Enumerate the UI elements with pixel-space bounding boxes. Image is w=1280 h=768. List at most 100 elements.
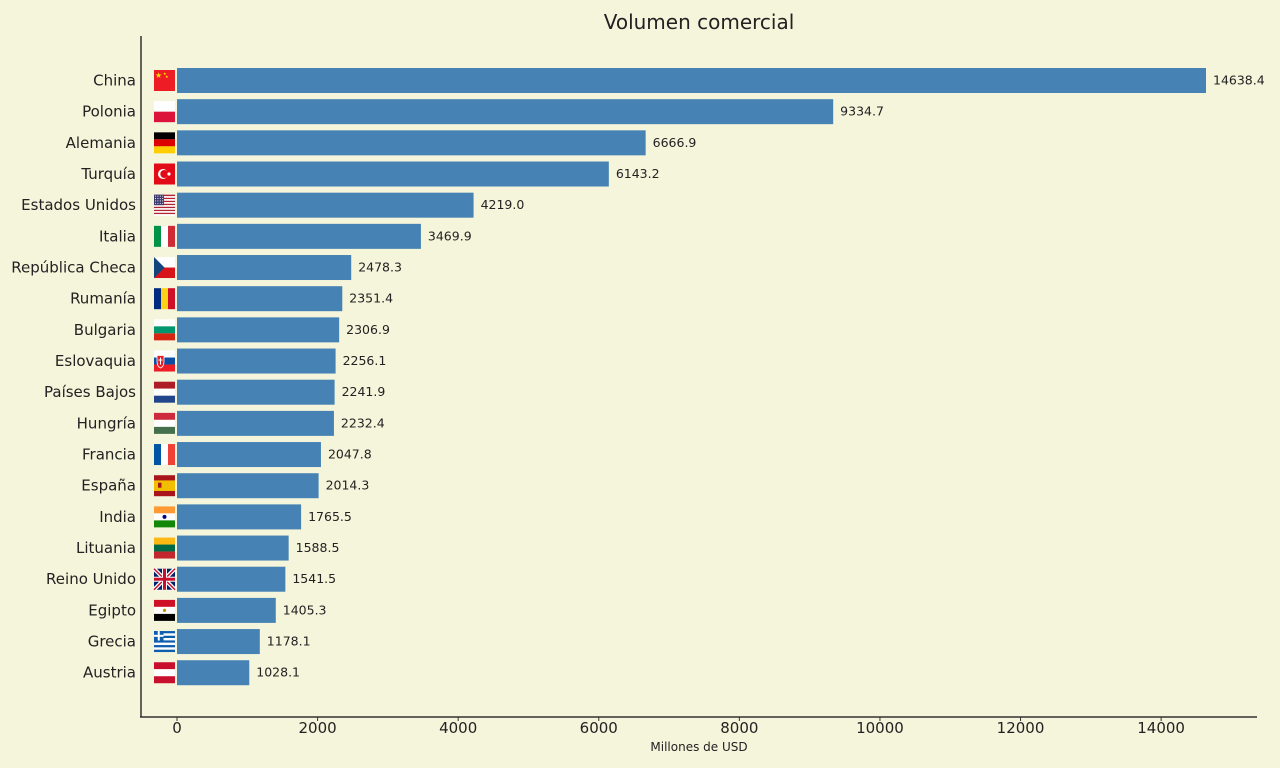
category-label: Reino Unido — [46, 570, 136, 588]
flag-egypt-icon — [154, 599, 175, 621]
value-label: 6143.2 — [616, 166, 660, 181]
category-label: Alemania — [66, 134, 136, 152]
flag-turkey-icon — [154, 163, 175, 185]
value-label: 2306.9 — [346, 322, 390, 337]
value-label: 1765.5 — [308, 509, 352, 524]
value-label: 2351.4 — [349, 291, 393, 306]
value-label: 2232.4 — [341, 415, 385, 430]
x-tick-labels: 0 2000 4000 6000 8000 10000 12000 14000 — [172, 717, 1185, 737]
bar — [177, 192, 474, 218]
value-label: 6666.9 — [653, 135, 697, 150]
category-label: República Checa — [11, 259, 136, 277]
flag-hungary-icon — [154, 412, 175, 434]
flag-china-icon: ★ ★★ — [154, 70, 175, 91]
flag-germany-icon — [154, 132, 175, 154]
category-label: Francia — [82, 446, 136, 464]
bars-layer — [177, 68, 1206, 686]
x-axis-label: Millones de USD — [650, 740, 747, 754]
x-tick-label: 12000 — [997, 719, 1045, 737]
value-label: 1178.1 — [267, 634, 311, 649]
flag-uk-icon — [152, 567, 177, 592]
flag-india-icon — [154, 506, 175, 528]
category-label: China — [93, 72, 136, 90]
value-label: 1405.3 — [283, 602, 327, 617]
bar — [177, 629, 260, 655]
bar — [177, 161, 609, 187]
bar — [177, 566, 286, 592]
category-label: Estados Unidos — [21, 196, 136, 214]
category-label: Hungría — [77, 414, 136, 432]
x-tick-label: 14000 — [1137, 719, 1185, 737]
bar — [177, 379, 335, 405]
bar — [177, 130, 646, 156]
bar — [177, 597, 276, 623]
value-label: 9334.7 — [840, 104, 884, 119]
bar — [177, 255, 352, 281]
flag-poland-icon — [154, 101, 175, 123]
x-tick-label: 6000 — [580, 719, 618, 737]
value-label: 2014.3 — [326, 478, 370, 493]
svg-text:★: ★ — [165, 74, 169, 79]
flag-spain-icon — [154, 475, 175, 497]
flag-bulgaria-icon — [154, 319, 175, 341]
category-label: Austria — [83, 664, 136, 682]
category-labels: China Polonia Alemania Turquía Estados Unido… — [11, 72, 136, 682]
x-tick-label: 0 — [172, 719, 182, 737]
flag-italy-icon — [154, 225, 175, 247]
flag-czech-icon — [154, 257, 175, 279]
bar — [177, 535, 289, 561]
bar — [177, 223, 421, 249]
bar — [177, 68, 1206, 93]
value-label: 2256.1 — [343, 353, 387, 368]
value-label: 1541.5 — [292, 571, 336, 586]
bar — [177, 348, 336, 374]
category-label: España — [81, 477, 136, 495]
x-tick-label: 8000 — [720, 719, 758, 737]
value-label: 2478.3 — [358, 260, 402, 275]
bar — [177, 660, 250, 686]
value-label: 14638.4 — [1213, 73, 1265, 88]
bar — [177, 317, 340, 343]
category-label: Polonia — [82, 103, 136, 121]
bar — [177, 99, 834, 125]
category-label: Rumanía — [70, 290, 136, 308]
value-label: 3469.9 — [428, 228, 472, 243]
flag-slovakia-icon — [154, 350, 175, 372]
value-label: 1028.1 — [256, 665, 300, 680]
value-label: 2047.8 — [328, 447, 372, 462]
flag-greece-icon — [154, 631, 175, 653]
flags-layer: ★ ★★ — [152, 70, 177, 684]
svg-text:★: ★ — [155, 71, 162, 80]
category-label: Bulgaria — [74, 321, 136, 339]
x-tick-label: 4000 — [439, 719, 477, 737]
x-tick-label: 2000 — [298, 719, 336, 737]
value-label: 2241.9 — [342, 384, 386, 399]
chart-title: Volumen comercial — [604, 10, 795, 34]
flag-austria-icon — [154, 662, 175, 684]
category-label: Italia — [99, 227, 136, 245]
bar — [177, 286, 343, 312]
value-label: 1588.5 — [296, 540, 340, 555]
bar — [177, 504, 302, 530]
x-tick-label: 10000 — [856, 719, 904, 737]
category-label: Eslovaquia — [55, 352, 136, 370]
axes — [140, 36, 1257, 718]
category-label: Turquía — [80, 165, 136, 183]
flag-romania-icon — [154, 288, 175, 310]
bar — [177, 473, 319, 499]
value-label: 4219.0 — [481, 197, 525, 212]
bar — [177, 442, 321, 468]
flag-france-icon — [154, 444, 175, 466]
value-labels: 14638.4 9334.7 6666.9 6143.2 4219.0 3469.9 247… — [256, 73, 1264, 680]
category-label: Egipto — [88, 601, 136, 619]
bar — [177, 410, 334, 436]
svg-text:★: ★ — [163, 71, 167, 76]
flag-usa-icon — [154, 194, 175, 216]
category-label: Lituania — [76, 539, 136, 557]
flag-netherlands-icon — [154, 381, 175, 403]
category-label: Grecia — [88, 633, 136, 651]
flag-lithuania-icon — [154, 537, 175, 559]
category-label: India — [99, 508, 136, 526]
category-label: Países Bajos — [44, 383, 136, 401]
